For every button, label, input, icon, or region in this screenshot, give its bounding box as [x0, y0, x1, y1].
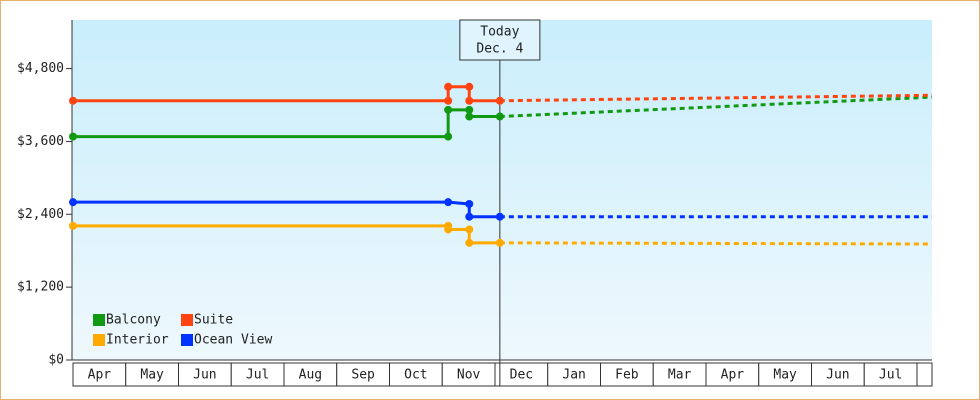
point: [444, 105, 453, 114]
y-tick-label: $4,800: [17, 61, 64, 76]
point: [465, 96, 474, 105]
point: [465, 82, 474, 91]
x-tick-label: Jun: [193, 368, 216, 383]
legend-swatch: [181, 314, 193, 326]
legend-label: Interior: [106, 333, 169, 348]
x-tick-label: Jul: [879, 368, 902, 383]
y-tick-label: $2,400: [17, 207, 64, 222]
point: [69, 221, 77, 230]
point: [495, 212, 504, 221]
legend-swatch: [93, 334, 105, 346]
point: [69, 198, 77, 207]
x-tick-label: Nov: [457, 368, 481, 383]
series-line: [73, 108, 500, 139]
y-tick-label: $1,200: [17, 280, 64, 295]
x-tick-label: Sep: [351, 368, 375, 383]
x-tick-label: May: [773, 368, 797, 383]
point: [444, 198, 453, 207]
x-tick-label: Jun: [826, 368, 849, 383]
point: [465, 105, 474, 114]
legend-swatch: [93, 314, 105, 326]
series-line: [73, 224, 500, 245]
legend-label: Ocean View: [194, 333, 272, 348]
today-date: Dec. 4: [476, 42, 523, 57]
point: [444, 132, 453, 141]
today-label: Today: [480, 25, 519, 40]
series-line: [499, 93, 933, 103]
month-cell: [916, 362, 933, 387]
x-tick-label: Feb: [615, 368, 639, 383]
x-tick-label: Aug: [299, 368, 322, 383]
x-tick-label: Oct: [404, 368, 427, 383]
legend-swatch: [181, 334, 193, 346]
x-tick-label: Apr: [721, 368, 745, 383]
point: [465, 212, 474, 221]
x-tick-label: Jan: [562, 368, 585, 383]
point: [69, 96, 77, 105]
x-tick-label: Jul: [246, 368, 269, 383]
point: [444, 225, 453, 234]
point: [465, 238, 474, 247]
point: [444, 82, 453, 91]
plot-area: [72, 20, 932, 360]
point: [465, 225, 474, 234]
x-tick-label: Mar: [668, 368, 692, 383]
point: [69, 132, 77, 141]
point: [465, 112, 474, 121]
series-line: [499, 241, 933, 246]
series-line: [73, 85, 500, 103]
point: [444, 96, 453, 105]
x-tick-label: Dec: [510, 368, 533, 383]
today-box: [459, 19, 541, 61]
y-tick-label: $3,600: [17, 134, 64, 149]
legend-label: Balcony: [106, 313, 161, 328]
point: [465, 199, 474, 208]
y-tick-label: $0: [48, 353, 64, 368]
point: [495, 112, 504, 121]
x-tick-label: Apr: [88, 368, 112, 383]
point: [495, 238, 504, 247]
point: [495, 96, 504, 105]
legend-label: Suite: [194, 313, 233, 328]
series-line: [499, 95, 933, 119]
x-tick-label: May: [140, 368, 164, 383]
